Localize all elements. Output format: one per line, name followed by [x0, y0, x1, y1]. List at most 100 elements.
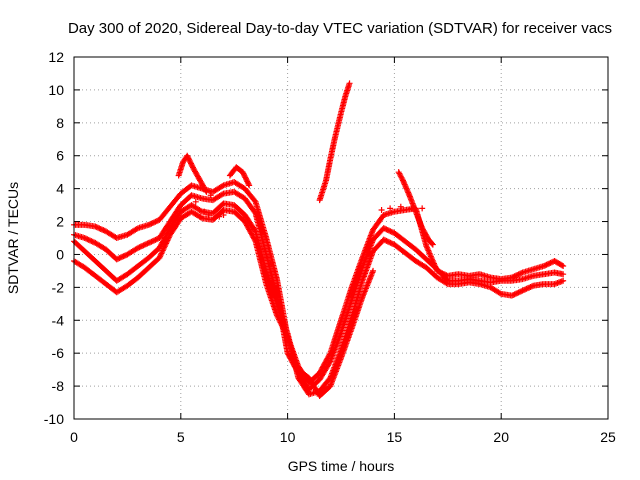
data-point-track-2	[152, 236, 159, 243]
data-point-late-drop-track	[399, 176, 406, 183]
data-points	[71, 80, 567, 399]
y-tick-label: -4	[52, 312, 65, 328]
data-point-track-2	[136, 244, 143, 251]
data-point-track-1	[558, 262, 565, 269]
data-point-track-1	[153, 218, 160, 225]
data-point-scatter-points	[220, 211, 227, 218]
data-point-scatter-points	[211, 215, 218, 222]
data-point-peak-track	[189, 163, 196, 170]
data-point-track-3	[443, 280, 450, 287]
x-tick-label: 20	[493, 429, 509, 445]
data-point-scatter-points	[408, 205, 415, 212]
data-point-track-2	[388, 228, 395, 235]
data-point-track-2	[116, 255, 123, 262]
data-point-track-2	[140, 242, 147, 249]
data-point-track-1	[560, 262, 567, 269]
data-point-track-2	[119, 253, 126, 260]
data-point-track-2	[145, 239, 152, 246]
data-point-track-2	[151, 237, 158, 244]
data-point-track-1	[149, 219, 156, 226]
data-point-track-2	[387, 228, 394, 235]
data-point-track-2	[121, 252, 128, 259]
data-point-track-2	[153, 236, 160, 243]
data-point-peak-track-2	[246, 182, 253, 189]
data-point-track-3	[512, 290, 519, 297]
data-point-scatter-points	[397, 203, 404, 210]
data-point-track-1	[99, 226, 106, 233]
data-point-track-1	[100, 227, 107, 234]
data-point-track-3	[526, 284, 533, 291]
data-point-peak-track-2	[242, 174, 249, 181]
data-point-track-2	[384, 226, 391, 233]
data-point-track-1	[546, 260, 553, 267]
data-point-peak-track-2	[240, 170, 247, 177]
y-tick-label: 10	[48, 82, 64, 98]
data-point-track-3	[560, 277, 567, 284]
data-point-track-3	[388, 240, 395, 247]
data-point-track-1	[540, 262, 547, 269]
data-point-track-3	[387, 239, 394, 246]
data-point-peak-track-2	[244, 178, 251, 185]
data-point-track-3	[519, 287, 526, 294]
data-point-scatter-points	[197, 213, 204, 220]
data-point-track-3	[524, 285, 531, 292]
y-axis-label: SDTVAR / TECUs	[5, 182, 21, 294]
data-point-track-1	[95, 224, 102, 231]
x-axis-label: GPS time / hours	[288, 458, 395, 474]
data-point-track-1	[518, 270, 525, 277]
data-point-track-2	[85, 236, 92, 243]
data-point-track-2	[113, 256, 120, 263]
data-point-track-1	[133, 225, 140, 232]
data-point-peak-track	[184, 152, 191, 159]
data-point-scatter-points	[387, 205, 394, 212]
data-point-track-2	[88, 238, 95, 245]
data-point-track-1	[542, 262, 549, 269]
data-point-late-drop-track	[429, 241, 436, 248]
data-point-track-3	[528, 283, 535, 290]
chart-title: Day 300 of 2020, Sidereal Day-to-day VTE…	[68, 20, 612, 37]
data-point-track-1	[544, 261, 551, 268]
data-point-track-1	[543, 261, 550, 268]
data-point-track-3	[515, 289, 522, 296]
data-point-track-1	[152, 218, 159, 225]
data-point-track-2	[380, 225, 387, 232]
data-point-track-2	[326, 359, 333, 366]
data-point-track-2	[149, 238, 156, 245]
data-point-track-2	[89, 238, 96, 245]
data-point-track-3	[508, 292, 515, 299]
data-point-track-2	[219, 191, 226, 198]
data-point-track-2	[386, 227, 393, 234]
data-point-track-3	[520, 287, 527, 294]
data-point-peak-track-2	[243, 177, 250, 184]
data-point-spike-track	[346, 80, 353, 87]
data-point-track-1	[151, 219, 158, 226]
data-point-track-2	[83, 235, 90, 242]
y-tick-label: 2	[56, 214, 64, 230]
data-point-track-2	[147, 239, 154, 246]
data-point-track-1	[96, 225, 103, 232]
y-tick-label: 8	[56, 115, 64, 131]
y-tick-label: -2	[52, 279, 65, 295]
axis-ticks: 0 5 10 15 20 25 -10 -8 -6 -4 -2 0 2 4 6 8 10 12	[44, 49, 616, 445]
y-tick-label: 4	[56, 181, 64, 197]
data-point-peak-track	[187, 159, 194, 166]
data-point-track-3	[516, 288, 523, 295]
data-point-track-4	[197, 214, 204, 221]
data-point-track-1	[547, 259, 554, 266]
data-point-peak-track-2	[244, 179, 251, 186]
data-point-track-1	[514, 272, 521, 279]
data-point-peak-track	[184, 154, 191, 161]
data-point-track-3	[251, 227, 258, 234]
data-point-track-1	[147, 221, 154, 228]
y-tick-label: -10	[44, 411, 64, 427]
data-point-track-1	[219, 183, 226, 190]
data-point-track-2	[139, 243, 146, 250]
data-point-track-1	[92, 223, 99, 230]
data-point-track-2	[135, 244, 142, 251]
data-point-track-1	[145, 221, 152, 228]
data-point-track-2	[141, 241, 148, 248]
data-point-peak-track-2	[245, 181, 252, 188]
data-point-track-2	[560, 271, 567, 278]
data-point-peak-track	[202, 187, 209, 194]
